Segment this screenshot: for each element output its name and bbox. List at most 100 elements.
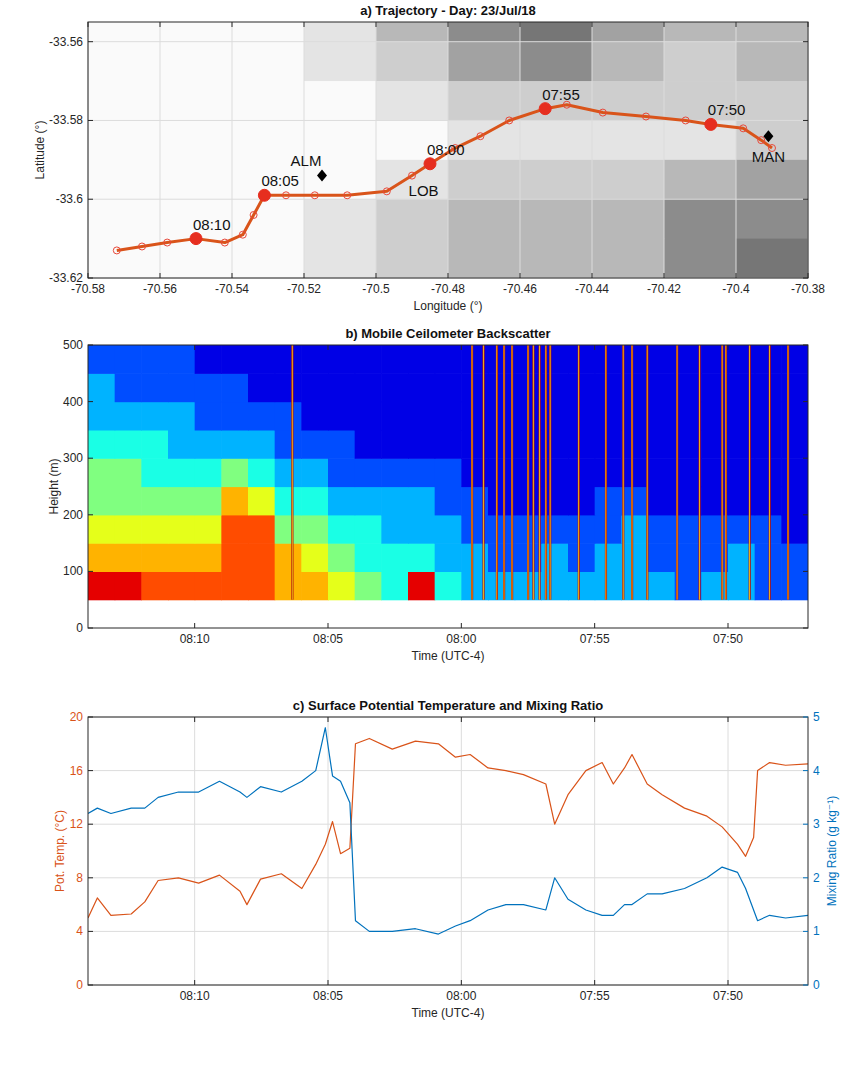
under-layer (88, 345, 808, 600)
y-tick-label: -33.62 (49, 271, 83, 285)
tick-mark (88, 273, 89, 278)
backscatter-cell (301, 373, 328, 402)
tick-mark (304, 273, 305, 278)
terrain-cell (232, 239, 305, 278)
point-marker (383, 188, 390, 195)
noise-stripe-core (291, 345, 293, 600)
noise-stripe-core (578, 345, 580, 600)
noise-stripe-core (725, 345, 727, 600)
noise-stripe (549, 345, 551, 600)
y2-tick-label: 3 (813, 817, 820, 831)
tick-mark (803, 985, 808, 986)
point-marker (682, 117, 689, 124)
backscatter-cell (141, 345, 168, 374)
backscatter-cell (88, 345, 115, 374)
panel-title: a) Trajectory - Day: 23/Jul/18 (360, 3, 536, 18)
backscatter-cell (701, 458, 728, 487)
noise-stripe-core (769, 345, 771, 600)
y-tick-label: 0 (76, 621, 83, 635)
backscatter-cell (328, 458, 355, 487)
axes: 08:1008:0508:0007:5507:50010020030040050… (47, 326, 808, 663)
backscatter-cell (435, 571, 462, 600)
time-marker (424, 158, 436, 170)
backscatter-cell (408, 373, 435, 402)
backscatter-cell (328, 345, 355, 374)
noise-stripe (631, 345, 633, 600)
tick-mark (736, 273, 737, 278)
y-tick-label: 4 (76, 924, 83, 938)
backscatter-cell (701, 402, 728, 431)
terrain-cell (232, 42, 305, 82)
tick-mark (520, 22, 521, 27)
y-tick-label: -33.6 (56, 192, 84, 206)
y-tick-label: 200 (63, 508, 83, 522)
backscatter-cell (221, 345, 248, 374)
tick-mark (88, 824, 93, 825)
backscatter-cell (141, 487, 168, 516)
terrain-cell (592, 42, 665, 82)
backscatter-cell (301, 543, 328, 572)
tick-mark (461, 623, 462, 628)
backscatter-cell (781, 543, 808, 572)
backscatter-cell (141, 430, 168, 459)
terrain-cell (304, 239, 377, 278)
noise-stripe (721, 345, 723, 600)
backscatter-cell (435, 430, 462, 459)
plot-background (88, 717, 808, 985)
backscatter-cell (168, 373, 195, 402)
backscatter-cell (355, 571, 382, 600)
terrain-cell (736, 199, 808, 239)
backscatter-cell (248, 373, 275, 402)
backscatter-cell (621, 430, 648, 459)
backscatter-cell (701, 373, 728, 402)
backscatter-cell (595, 430, 622, 459)
y2-tick-label: 5 (813, 710, 820, 724)
backscatter-cell (728, 402, 755, 431)
backscatter-cell (275, 402, 302, 431)
terrain-cell (592, 120, 665, 160)
backscatter-cell (435, 543, 462, 572)
backscatter-cell (781, 430, 808, 459)
backscatter-cell (195, 515, 222, 544)
backscatter-cell (595, 345, 622, 374)
axes: -70.58-70.56-70.54-70.52-70.5-70.48-70.4… (33, 3, 826, 313)
backscatter-cell (355, 458, 382, 487)
backscatter-cell (221, 487, 248, 516)
tick-mark (803, 514, 808, 515)
terrain-cell (664, 22, 737, 42)
noise-stripe (676, 345, 678, 600)
point-marker (506, 117, 513, 124)
backscatter-cell (88, 458, 115, 487)
grid-line (328, 717, 329, 985)
tick-mark (728, 345, 729, 350)
tick-mark (594, 980, 595, 985)
backscatter-cell (115, 487, 142, 516)
point-marker (477, 133, 484, 140)
backscatter-cell (195, 543, 222, 572)
tick-mark (88, 120, 93, 121)
time-label: 07:55 (542, 86, 580, 103)
backscatter-cell (195, 487, 222, 516)
y-tick-label: 500 (63, 338, 83, 352)
tick-mark (88, 22, 89, 27)
tick-mark (194, 980, 195, 985)
noise-stripe (482, 345, 484, 600)
backscatter-cell (248, 345, 275, 374)
point-marker (758, 137, 765, 144)
y-axis-title: Pot. Temp. (°C) (53, 810, 67, 892)
terrain-cell (736, 81, 808, 121)
backscatter-cell (328, 543, 355, 572)
backscatter-cell (408, 458, 435, 487)
point-marker (283, 192, 290, 199)
y2-tick-label: 0 (813, 978, 820, 992)
y-axis-title: Latitude (°) (33, 121, 47, 180)
backscatter-cell (168, 515, 195, 544)
tick-mark (803, 628, 808, 629)
noise-stripe (532, 345, 534, 600)
terrain-cell (376, 42, 449, 82)
tick-mark (88, 985, 93, 986)
tick-mark (88, 571, 93, 572)
backscatter-cell (755, 487, 782, 516)
grid-line (461, 717, 462, 985)
tick-mark (88, 401, 93, 402)
